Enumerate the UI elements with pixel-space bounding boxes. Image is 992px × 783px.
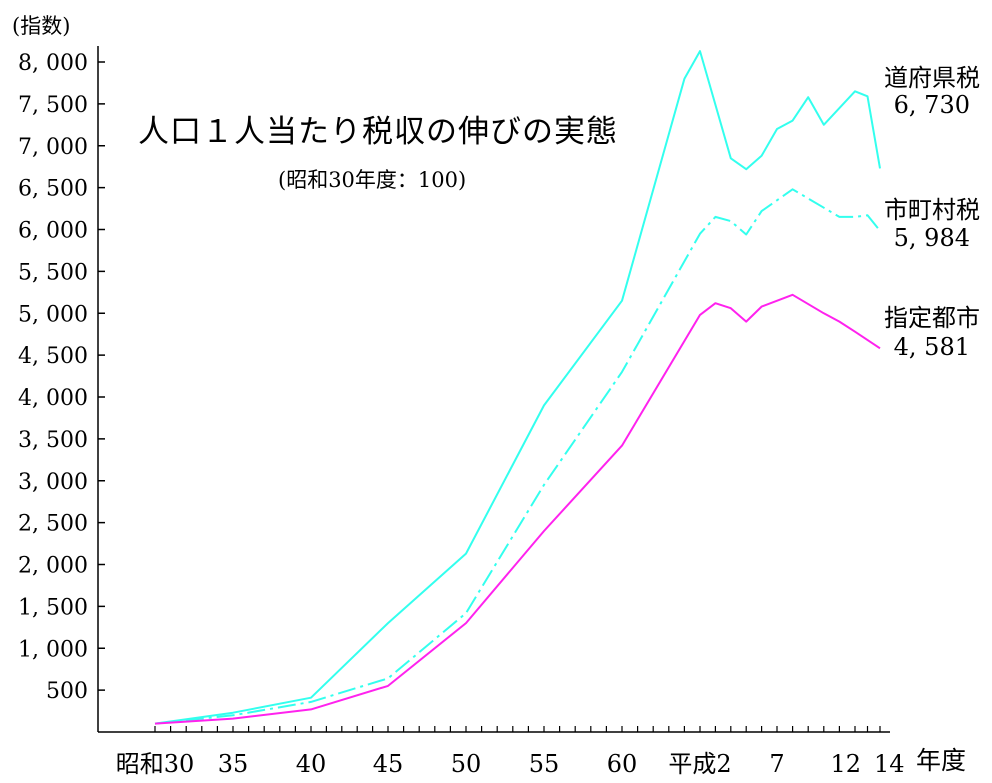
y-tick-label: 1, 500 [18, 595, 88, 620]
x-tick-label: 45 [373, 750, 404, 778]
y-tick-label: 5, 000 [18, 302, 88, 327]
series-label-municipal-tax: 市町村税 [884, 196, 980, 224]
y-tick-label: 3, 000 [18, 470, 88, 495]
x-tick-label: 55 [529, 750, 560, 778]
x-tick-label: 50 [451, 750, 482, 778]
x-tick-label: 12 [830, 750, 861, 778]
y-axis-label: (指数) [12, 14, 71, 38]
series-value-municipal-tax: 5, 984 [893, 224, 970, 252]
series-value-designated-city: 4, 581 [893, 333, 970, 361]
chart-subtitle: (昭和30年度：100) [278, 168, 467, 192]
x-tick-label: 7 [769, 750, 784, 778]
chart-title: 人口１人当たり税収の伸びの実態 [138, 114, 618, 150]
y-tick-label: 5, 500 [18, 260, 88, 285]
x-tick-label: 35 [218, 750, 249, 778]
y-tick-label: 7, 500 [18, 93, 88, 118]
x-tick-label: 平成2 [668, 750, 731, 778]
series-line-1 [154, 188, 881, 725]
y-tick-label: 8, 000 [18, 51, 88, 76]
x-axis-label: 年度 [916, 746, 967, 775]
y-tick-label: 2, 000 [18, 554, 88, 579]
y-tick-label: 6, 000 [18, 219, 88, 244]
y-tick-label: 2, 500 [18, 512, 88, 537]
x-tick-label: 昭和30 [116, 750, 195, 778]
series-label-prefectural-tax: 道府県税 [884, 64, 980, 92]
series-line-2 [154, 293, 881, 725]
y-tick-label: 1, 000 [18, 637, 88, 662]
series-label-designated-city: 指定都市 [884, 304, 980, 332]
y-tick-label: 6, 500 [18, 177, 88, 202]
y-tick-label: 3, 500 [18, 428, 88, 453]
y-tick-label: 4, 500 [18, 344, 88, 369]
x-tick-label: 60 [607, 750, 638, 778]
x-tick-label: 14 [874, 750, 905, 778]
y-tick-label: 4, 000 [18, 386, 88, 411]
series-value-prefectural-tax: 6, 730 [893, 91, 970, 119]
x-tick-label: 40 [296, 750, 327, 778]
y-tick-label: 500 [46, 679, 88, 704]
series-line-0 [154, 50, 881, 725]
y-tick-label: 7, 000 [18, 135, 88, 160]
